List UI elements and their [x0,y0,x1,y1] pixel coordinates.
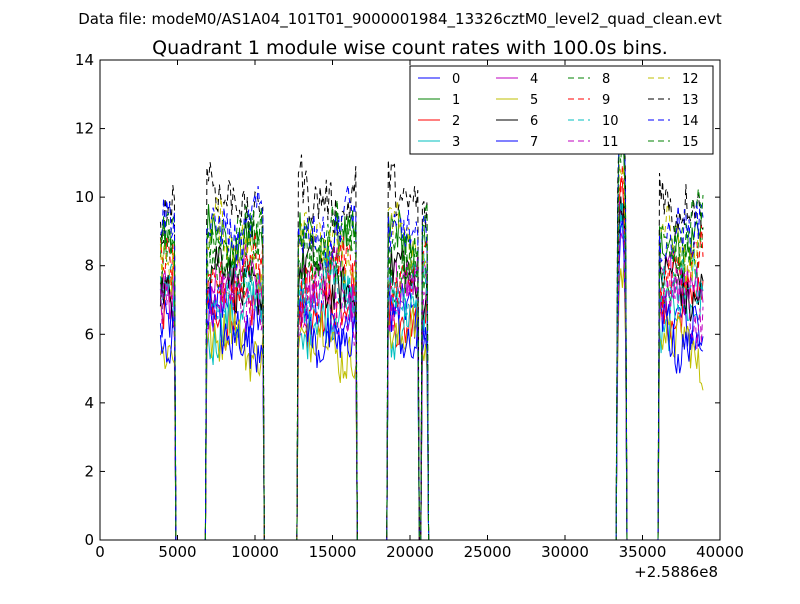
y-tick-label: 10 [75,188,94,206]
legend-label-4: 4 [530,72,538,87]
legend-label-12: 12 [682,72,699,87]
x-offset-label: +2.5886e8 [634,563,718,581]
legend-label-9: 9 [602,93,610,108]
x-tick-label: 10000 [231,543,279,561]
legend-label-8: 8 [602,72,610,87]
legend-label-5: 5 [530,93,538,108]
legend-label-1: 1 [452,93,460,108]
x-tick-label: 15000 [309,543,357,561]
y-tick-label: 0 [84,531,94,549]
legend-label-13: 13 [682,93,699,108]
chart-title: Quadrant 1 module wise count rates with … [152,37,668,59]
legend-label-7: 7 [530,135,538,150]
x-tick-label: 25000 [464,543,512,561]
series-line-15 [159,124,704,541]
legend-label-0: 0 [452,72,460,87]
y-tick-label: 4 [84,394,94,412]
y-tick-label: 6 [84,325,94,343]
chart-suptitle: Data file: modeM0/AS1A04_101T01_90000019… [78,10,722,29]
x-tick-label: 0 [95,543,105,561]
legend-label-6: 6 [530,114,538,129]
legend-label-3: 3 [452,135,460,150]
legend-label-10: 10 [602,114,619,129]
y-tick-label: 8 [84,257,94,275]
legend-label-11: 11 [602,135,619,150]
series-line-14 [159,93,704,541]
x-tick-label: 5000 [158,543,196,561]
x-tick-label: 40000 [696,543,744,561]
series-line-9 [159,165,704,541]
y-tick-label: 14 [75,51,94,69]
x-tick-label: 30000 [541,543,589,561]
y-tick-label: 2 [84,462,94,480]
legend-label-14: 14 [682,114,699,129]
x-tick-label: 35000 [619,543,667,561]
y-tick-label: 12 [75,120,94,138]
legend-frame [409,65,714,155]
legend-label-2: 2 [452,114,460,129]
legend-label-15: 15 [682,135,699,150]
x-axis: 0 5000 10000 15000 20000 25000 30000 35000 40000 [95,60,744,561]
x-tick-label: 20000 [386,543,434,561]
